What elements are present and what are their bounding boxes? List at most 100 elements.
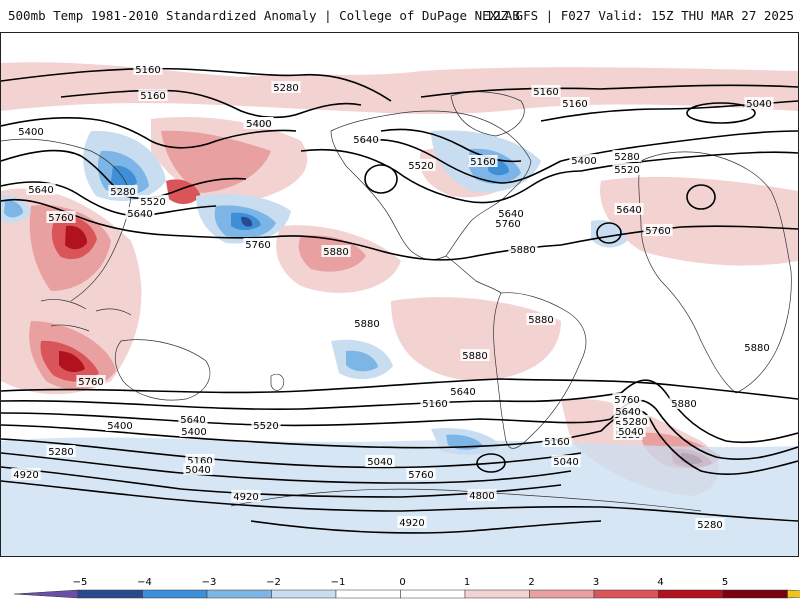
contour-label: 5160 (544, 437, 569, 448)
contour-label: 5880 (744, 343, 769, 354)
contour-label: 5040 (618, 427, 643, 438)
anomaly-map: 5160516052805400540056405280552056405760… (1, 62, 798, 556)
anomaly-area (1, 62, 798, 114)
contour-label-bg (614, 203, 644, 215)
coastline-australia (114, 339, 211, 401)
contour-5160-south (1, 452, 572, 484)
closed-low (686, 184, 716, 210)
colorbar-tick-label: −5 (73, 577, 88, 588)
contour-label-bg (669, 397, 699, 409)
contour-label-bg (448, 385, 478, 397)
colorbar-tick-label: −3 (202, 577, 217, 588)
contour-label: 5880 (354, 319, 379, 330)
contour-5400-na (380, 128, 522, 163)
contour-5760-pacific (1, 198, 272, 239)
colorbar-tick-label: 4 (657, 577, 663, 588)
contour-label-bg (406, 159, 436, 171)
colorbar-tick-label: 2 (528, 577, 534, 588)
anomaly-area (59, 351, 85, 373)
contour-label: 5520 (614, 165, 639, 176)
contour-label: 5640 (127, 209, 152, 220)
contour-label: 5040 (185, 465, 210, 476)
contour-label: 5880 (510, 245, 535, 256)
contour-5520-south (1, 412, 612, 427)
colorbar-segment-neg4 (77, 589, 143, 599)
contour-label: 5160 (187, 456, 212, 467)
height-contours (1, 67, 798, 534)
contour-label: 5760 (614, 395, 639, 406)
contour-label-bg (542, 435, 572, 447)
contour-label-bg (613, 405, 643, 417)
contour-label: 5400 (246, 119, 271, 130)
contour-label: 5160 (562, 99, 587, 110)
model-run-info: 12Z GFS | F027 Valid: 15Z THU MAR 27 202… (485, 8, 794, 23)
contour-label-bg (46, 211, 76, 223)
closed-low (596, 222, 622, 244)
contour-5760-atlantic (560, 225, 798, 246)
contour-label: 5400 (18, 127, 43, 138)
contour-label: 5160 (533, 87, 558, 98)
anomaly-area (600, 176, 798, 266)
contour-label: 5760 (78, 377, 103, 388)
contour-5280-north (60, 89, 362, 119)
contour-label: 5640 (615, 407, 640, 418)
contour-label-bg (612, 393, 642, 405)
colorbar-segment-pos5 (722, 589, 788, 599)
contour-label: 5280 (110, 187, 135, 198)
contour-label-bg (138, 195, 168, 207)
contour-label: 5040 (746, 99, 771, 110)
colorbar-segment-pos2 (529, 589, 595, 599)
contour-label-bg (531, 85, 561, 97)
contour-label: 5400 (571, 156, 596, 167)
contour-label-bg (612, 163, 642, 175)
contour-label-bg (508, 243, 538, 255)
coastline-south-america (493, 292, 587, 449)
contour-label: 5880 (323, 247, 348, 258)
contour-label: 5640 (180, 415, 205, 426)
contour-label-bg (352, 317, 382, 329)
closed-low (364, 164, 398, 194)
anomaly-area (4, 200, 23, 218)
contour-label-bg (251, 419, 281, 431)
coastline-north-america (330, 110, 532, 260)
contour-label: 5520 (408, 161, 433, 172)
anomaly-area (391, 297, 561, 381)
map-panel: 5160516052805400540056405280552056405760… (0, 32, 799, 557)
contour-label-bg (178, 413, 208, 425)
contour-label-bg (742, 341, 772, 353)
contour-5400-pacific (1, 117, 297, 149)
contour-label: 5760 (48, 213, 73, 224)
contour-label-bg (231, 490, 261, 502)
contour-label: 5640 (353, 135, 378, 146)
colorbar-segment-neg3 (142, 589, 208, 599)
contour-label-bg (468, 155, 498, 167)
contour-label: 4800 (469, 491, 494, 502)
contour-label: 5280 (48, 447, 73, 458)
contour-label: 5520 (253, 421, 278, 432)
contour-label-bg (616, 425, 646, 437)
colorbar-segment-neg1 (271, 589, 337, 599)
contour-5280-atlantic (560, 130, 798, 162)
contour-label-bg (76, 375, 106, 387)
contour-label-bg (744, 97, 774, 109)
contour-5400-trough (620, 379, 798, 444)
contour-label-bg (243, 238, 273, 250)
colorbar-tick-label: 0 (399, 577, 405, 588)
contour-label: 5160 (422, 399, 447, 410)
contour-label: 5040 (553, 457, 578, 468)
contour-label-bg (493, 217, 523, 229)
contour-label-bg (620, 415, 650, 427)
colorbar-segment-zero-pos (400, 589, 466, 599)
contour-label: 5160 (135, 65, 160, 76)
contour-label: 5760 (495, 219, 520, 230)
contour-label-bg (108, 185, 138, 197)
contour-label: 5160 (140, 91, 165, 102)
contour-label: 5760 (645, 226, 670, 237)
contour-label: 4920 (13, 470, 38, 481)
contour-label-bg (496, 207, 526, 219)
contour-label-bg (560, 97, 590, 109)
contour-label-bg (125, 207, 155, 219)
contour-label: 5520 (140, 197, 165, 208)
contour-label-bg (244, 117, 274, 129)
contour-label: 5280 (273, 83, 298, 94)
